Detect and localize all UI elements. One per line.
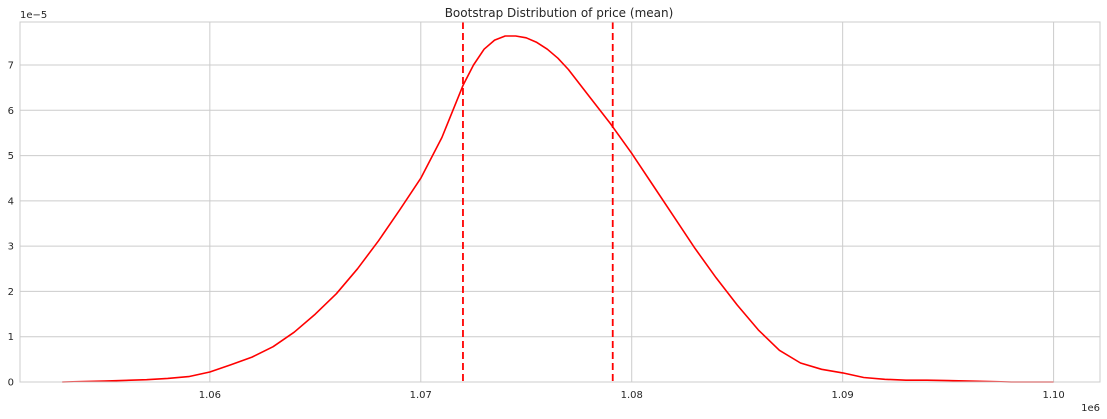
y-tick-label: 7 [8,61,14,72]
grid-layer [20,22,1100,383]
line-layer [62,22,1054,383]
y-tick-label: 6 [8,106,14,117]
x-tick-label: 1.08 [621,390,643,401]
x-tick-label: 1.06 [199,390,221,401]
y-tick-label: 2 [8,287,14,298]
x-tick-label: 1.10 [1042,390,1064,401]
y-tick-label: 5 [8,151,14,162]
plot-frame [19,21,1101,383]
chart-title: Bootstrap Distribution of price (mean) [445,6,674,20]
x-tick-label: 1.09 [832,390,854,401]
y-tick-label: 3 [8,242,14,253]
x-axis-offset-label: 1e6 [1081,403,1100,414]
density-curve [62,35,1054,383]
y-tick-label: 0 [8,378,14,389]
y-tick-label: 1 [8,332,14,343]
y-tick-label: 4 [8,196,14,207]
y-axis-offset-label: 1e−5 [20,10,47,21]
x-tick-label: 1.07 [410,390,432,401]
tick-label-layer: 1.06 1.07 1.08 1.09 1.10 0 1 2 3 4 5 6 7 [8,61,1065,401]
